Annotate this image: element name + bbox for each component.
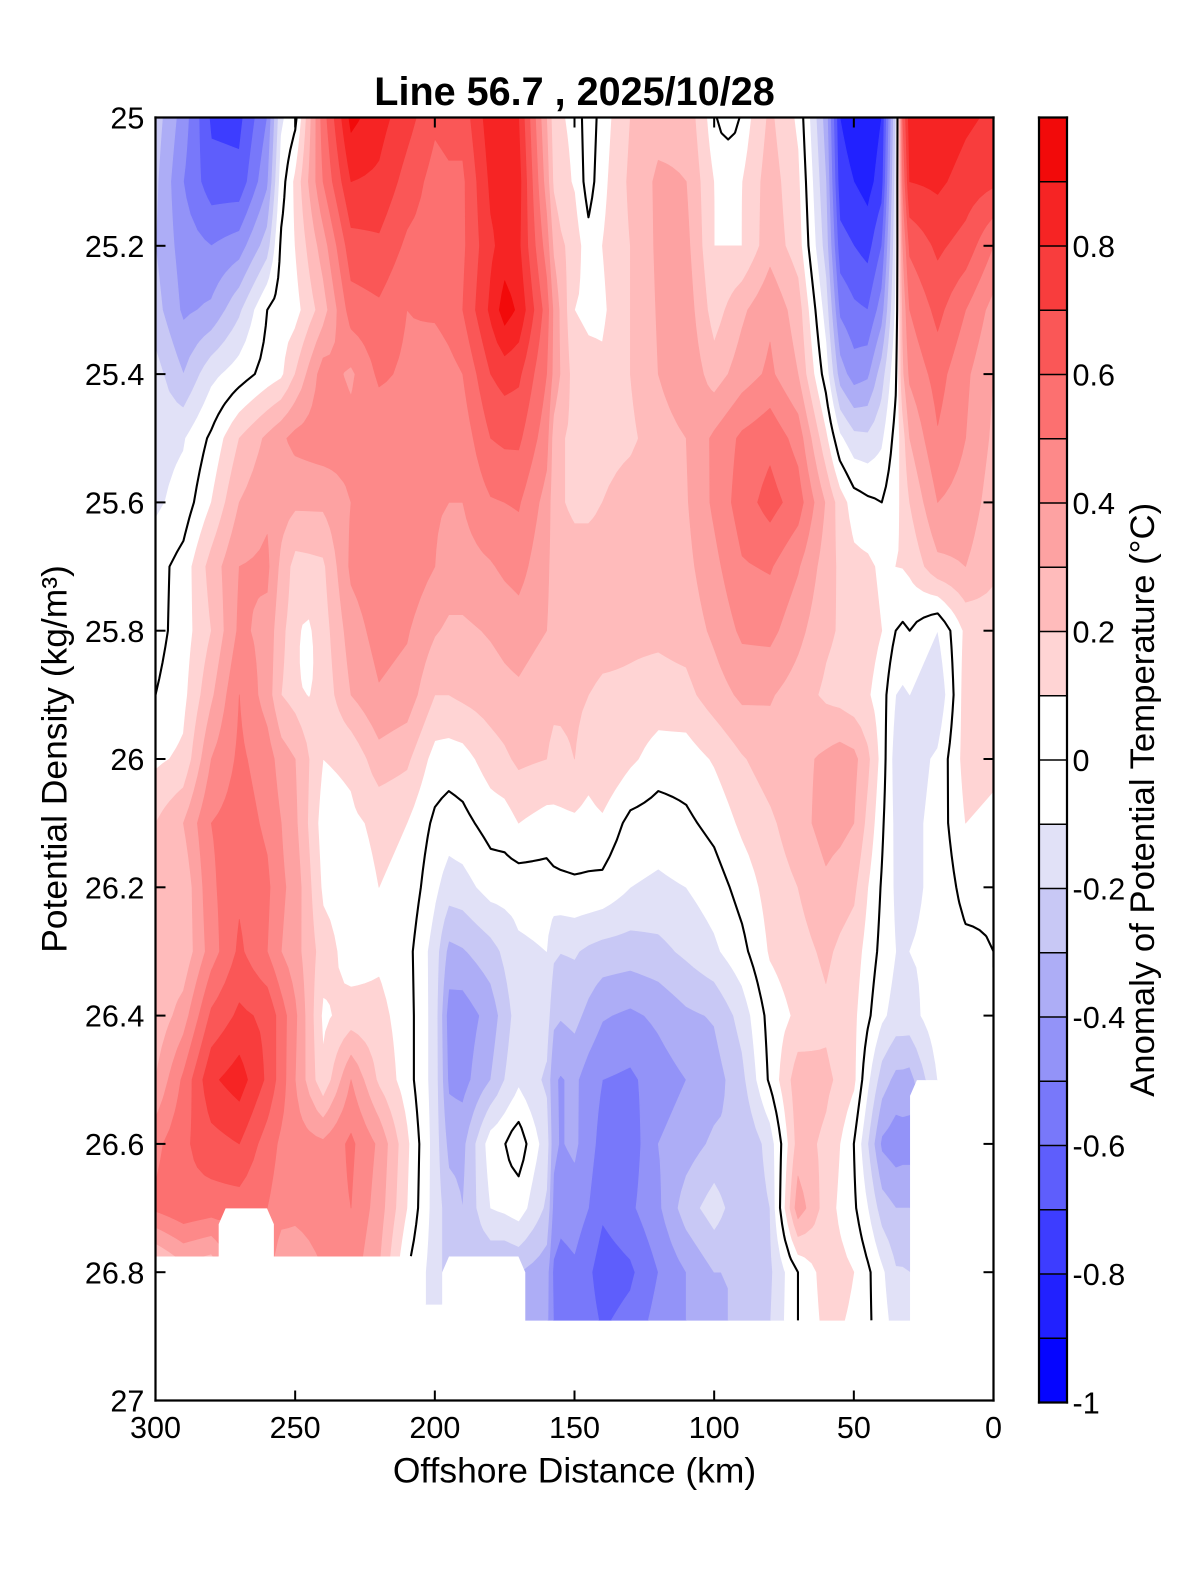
svg-text:Anomaly of Potential Temperatu: Anomaly of Potential Temperature (°C): [1124, 503, 1162, 1097]
svg-text:300: 300: [130, 1411, 181, 1445]
svg-text:25: 25: [110, 102, 144, 136]
svg-text:26.6: 26.6: [85, 1128, 144, 1162]
svg-text:0.4: 0.4: [1073, 487, 1115, 521]
svg-text:-0.6: -0.6: [1073, 1130, 1126, 1164]
svg-text:-0.4: -0.4: [1073, 1001, 1126, 1035]
svg-text:Offshore Distance (km): Offshore Distance (km): [393, 1450, 756, 1490]
svg-text:0.2: 0.2: [1073, 616, 1115, 650]
svg-text:27: 27: [110, 1385, 144, 1419]
svg-text:25.2: 25.2: [85, 230, 144, 264]
svg-text:50: 50: [837, 1411, 871, 1445]
svg-text:26.2: 26.2: [85, 871, 144, 905]
svg-text:Potential Density (kg/m³): Potential Density (kg/m³): [34, 565, 74, 953]
svg-text:0.6: 0.6: [1073, 359, 1115, 393]
svg-text:25.6: 25.6: [85, 486, 144, 520]
svg-text:25.4: 25.4: [85, 358, 144, 392]
svg-text:250: 250: [270, 1411, 321, 1445]
svg-text:25.8: 25.8: [85, 615, 144, 649]
svg-text:0: 0: [985, 1411, 1002, 1445]
svg-text:26: 26: [110, 743, 144, 777]
svg-text:200: 200: [409, 1411, 460, 1445]
svg-text:26.4: 26.4: [85, 1000, 144, 1034]
svg-text:100: 100: [689, 1411, 740, 1445]
svg-text:-1: -1: [1073, 1387, 1100, 1421]
svg-text:26.8: 26.8: [85, 1256, 144, 1290]
svg-text:-0.8: -0.8: [1073, 1258, 1126, 1292]
svg-text:150: 150: [549, 1411, 600, 1445]
svg-text:0: 0: [1073, 744, 1090, 778]
svg-text:0.8: 0.8: [1073, 230, 1115, 264]
svg-text:-0.2: -0.2: [1073, 873, 1126, 907]
svg-text:Line 56.7 , 2025/10/28: Line 56.7 , 2025/10/28: [374, 70, 774, 114]
